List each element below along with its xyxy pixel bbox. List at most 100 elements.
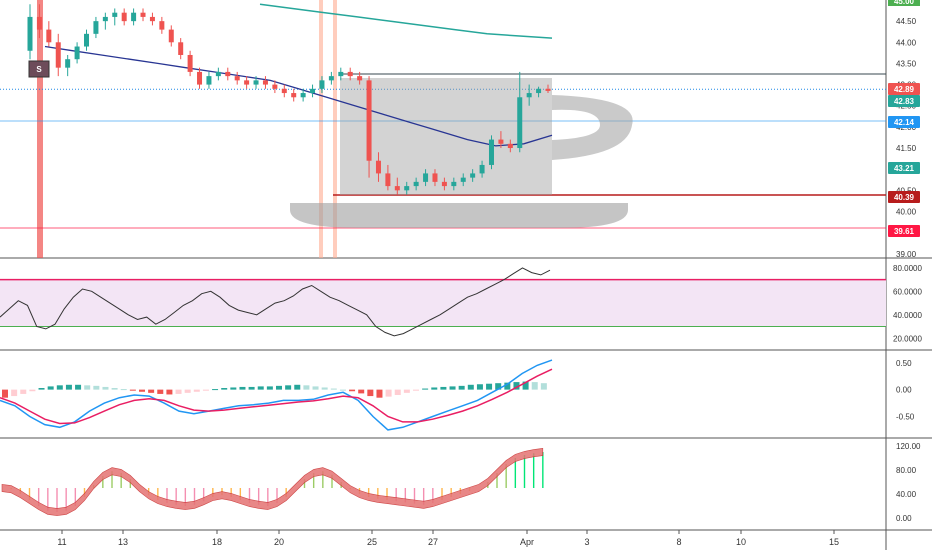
candle-body [536,88,542,94]
candle-body [319,80,325,89]
date-label: 18 [212,537,222,547]
macd-hist-bar [102,386,109,390]
price-tick-label: 44.00 [896,38,917,47]
macd-hist-bar [276,385,282,390]
price-tag [888,116,920,128]
osc-band [1,448,544,516]
macd-hist-bar [157,389,164,394]
candle-body [149,16,155,22]
candle-body [375,160,381,174]
macd-hist-bar [522,381,529,390]
macd-hist-bar [266,386,273,390]
macd-hist-bar [56,385,63,390]
candle-body [178,42,184,55]
price-tick-label: 40.00 [896,207,917,216]
candle-body [206,76,212,85]
ma-long-line [259,3,553,39]
signal-label-text: S [36,65,42,74]
date-label: 15 [829,537,839,547]
rsi-tick-label: 80.0000 [893,264,922,273]
cup-saucer [290,203,628,228]
osc-tick-label: 80.00 [896,466,917,475]
macd-hist-bar [339,389,346,391]
candle-body [225,71,231,77]
macd-hist-bar [312,386,319,390]
candle-body [262,80,268,85]
macd-hist-bar [330,388,337,390]
macd-hist-bar [486,383,493,390]
macd-hist-bar [349,389,356,392]
candle-body [140,12,146,17]
macd-hist-bar [531,382,538,390]
price-tag-text: 43.21 [894,164,915,173]
candle-body [366,80,372,161]
rsi-tick-label: 60.0000 [893,287,922,296]
candle-body [84,33,90,47]
macd-hist-bar [385,389,392,397]
macd-hist-bar [65,384,72,390]
macd-hist-bar [504,382,511,390]
date-label: 13 [118,537,128,547]
candle-body [46,29,52,43]
macd-hist-bar [413,389,419,391]
candle-body [121,12,127,22]
candle-body [253,80,259,85]
price-tick-label: 41.50 [896,144,917,153]
candle-body [291,93,297,98]
candle-body [112,12,118,17]
candle-body [385,173,391,187]
price-tag-text: 39.61 [894,227,915,236]
price-tick-label: 40.50 [896,186,917,195]
signal-bar-2 [333,0,337,258]
candle-body [55,42,61,68]
macd-hist-bar [495,383,502,390]
macd-hist-bar [422,388,429,390]
candle-body [441,181,447,187]
price-tag-text: 42.89 [894,85,915,94]
macd-hist-bar [38,388,45,390]
candle-body [168,29,174,43]
osc-tick-label: 0.00 [896,514,912,523]
macd-hist-bar [29,389,36,392]
candle-body [281,88,287,94]
candle-body [498,139,504,144]
candle-body [159,21,165,30]
macd-hist-bar [230,387,237,390]
date-label: 25 [367,537,377,547]
osc-tick-label: 40.00 [896,490,917,499]
macd-hist-bar [476,384,483,390]
top-price-tag [888,0,920,6]
macd-hist-bar [285,385,292,390]
candle-body [423,173,429,182]
macd-hist-bar [394,389,401,395]
price-tag [888,191,920,203]
macd-hist-bar [513,382,520,390]
price-tag-text: 42.14 [894,118,915,127]
macd-signal-line [0,368,553,425]
price-tag [888,95,920,107]
candle-body [131,12,137,22]
ma-short-line [44,45,553,147]
candle-body [357,76,363,81]
rsi-band [0,279,886,327]
macd-hist-bar [111,388,118,390]
macd-hist-bar [221,388,228,390]
cup-body [340,78,552,195]
candle-body [272,84,278,89]
price-tag-text: 42.83 [894,97,915,106]
macd-hist-bar [184,389,191,393]
macd-hist-bar [193,389,200,392]
candle-body [197,71,203,85]
candle-body [36,16,42,30]
candle-body [328,76,334,81]
candle-body [517,97,523,149]
macd-hist-bar [239,386,246,390]
price-tick-label: 43.50 [896,59,917,68]
osc-tick-label: 120.00 [896,442,921,451]
candle-body [432,173,438,182]
candle-body [545,88,551,91]
macd-hist-bar [358,389,365,394]
date-label: 3 [584,537,589,547]
